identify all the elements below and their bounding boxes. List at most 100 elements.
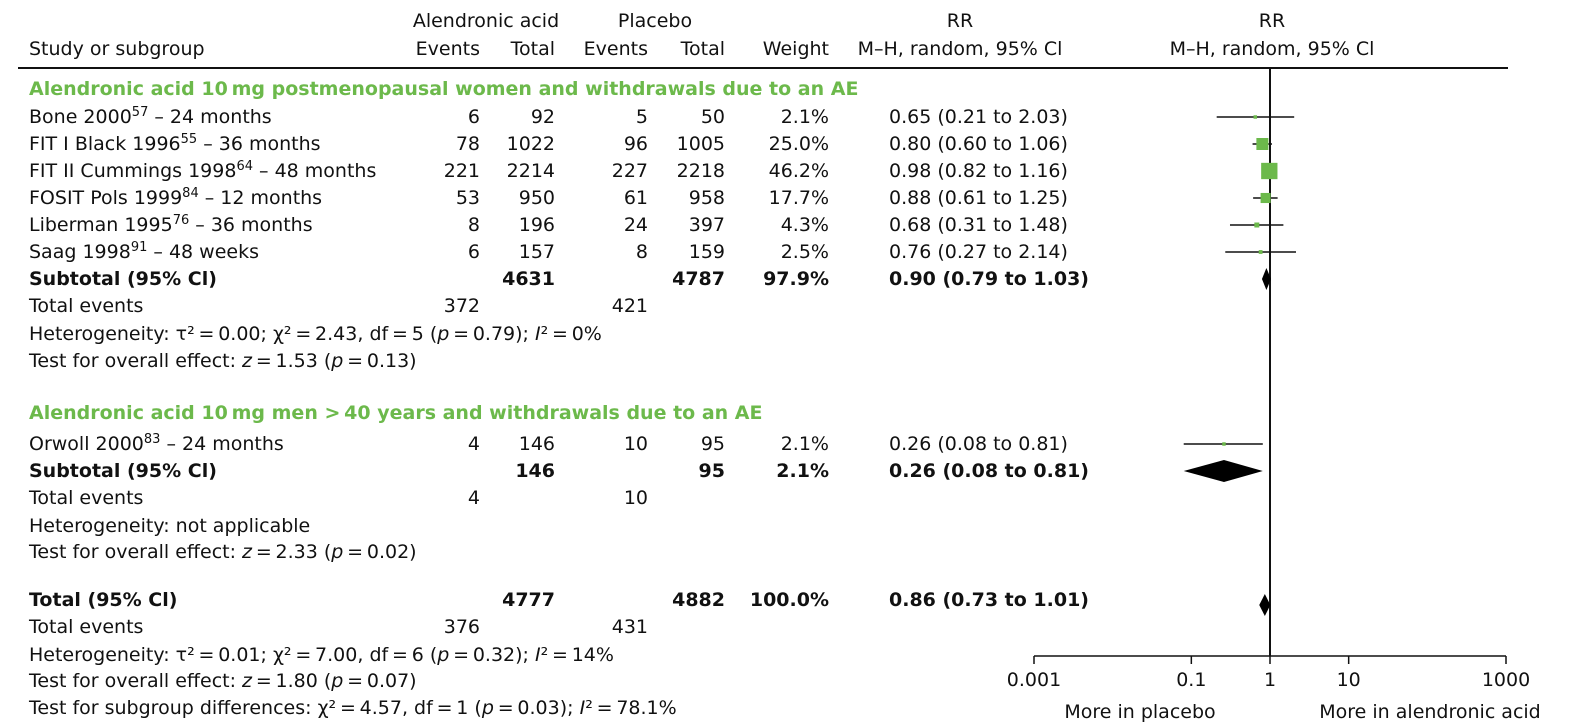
rr-ci: 0.68 (0.31 to 1.48) [889,214,1068,236]
subgroup2-events-placebo: 10 [623,487,648,509]
x-tick-label: 0.001 [1007,669,1061,691]
subgroup1-events-alendronic: 372 [443,295,480,317]
total-events-alendronic: 376 [443,616,480,638]
subtotal2-rr-ci: 0.26 (0.08 to 0.81) [889,460,1089,482]
header-rr-method-table: M–H, random, 95% Cl [857,38,1063,60]
study-name: FOSIT Pols 199984 – 12 months [29,186,323,209]
subtotal2-weight: 2.1% [776,460,829,482]
total-placebo: 50 [700,106,725,128]
weight: 25.0% [768,133,829,155]
study-name: Orwoll 200083 – 24 months [29,432,284,455]
subgroup2-overall-effect: Test for overall effect: z = 2.33 (p = 0… [29,541,417,563]
header-total1: Total [510,38,555,60]
subtotal1-weight: 97.9% [763,268,829,290]
events-placebo: 24 [623,214,648,236]
events-alendronic: 4 [467,433,480,455]
weight: 17.7% [768,187,829,209]
weight: 46.2% [768,160,829,182]
header-events2: Events [583,38,648,60]
study-weight-square [1222,442,1226,446]
study-weight-square [1253,115,1258,119]
events-placebo: 227 [611,160,648,182]
total-total-alendronic: 4777 [502,589,555,611]
events-placebo: 5 [635,106,648,128]
subgroup1-overall-effect: Test for overall effect: z = 1.53 (p = 0… [29,350,417,372]
subgroup2-events-alendronic: 4 [467,487,480,509]
subtotal1-total-placebo: 4787 [672,268,725,290]
study-reference: 76 [172,213,190,228]
events-alendronic: 53 [455,187,480,209]
total-weight: 100.0% [749,589,829,611]
header-total2: Total [680,38,725,60]
header-rr-method-plot: M–H, random, 95% Cl [1169,38,1375,60]
pooled-diamond [1259,594,1271,616]
events-alendronic: 221 [443,160,480,182]
total-placebo: 1005 [676,133,725,155]
total-alendronic: 2214 [506,160,555,182]
events-alendronic: 6 [467,106,480,128]
x-tick-label: 0.1 [1176,669,1206,691]
study-reference: 55 [180,132,198,147]
x-tick-label: 1000 [1482,669,1530,691]
total-label: Total (95% Cl) [29,589,178,611]
total-placebo: 958 [688,187,725,209]
total-placebo: 159 [688,241,725,263]
right-direction-label: More in alendronic acid [1319,701,1540,723]
header-weight: Weight [762,38,829,60]
subgroup1-title: Alendronic acid 10 mg postmenopausal wom… [29,78,859,100]
weight: 2.1% [780,106,829,128]
subtotal1-label: Subtotal (95% Cl) [29,268,217,290]
subtotal2-total-alendronic: 146 [515,460,555,482]
header-rr-plot: RR [1258,10,1286,32]
header-rr-table: RR [946,10,974,32]
study-reference: 91 [130,240,148,255]
rr-ci: 0.76 (0.27 to 2.14) [889,241,1068,263]
pooled-diamond [1261,268,1272,290]
total-placebo: 2218 [676,160,725,182]
header-group2: Placebo [617,10,693,32]
weight: 2.5% [780,241,829,263]
total-alendronic: 1022 [506,133,555,155]
study-name: FIT II Cummings 199864 – 48 months [29,159,377,182]
total-events-label: Total events [29,616,144,638]
events-alendronic: 8 [467,214,480,236]
events-alendronic: 6 [467,241,480,263]
subgroup2-heterogeneity: Heterogeneity: not applicable [29,515,311,537]
study-reference: 57 [131,105,149,120]
subgroup2-events-label: Total events [29,487,144,509]
pooled-diamond [1183,460,1263,482]
total-heterogeneity: Heterogeneity: τ² = 0.01; χ² = 7.00, df … [29,644,614,666]
study-name: Liberman 199576 – 36 months [29,213,313,236]
total-total-placebo: 4882 [672,589,725,611]
study-reference: 83 [143,432,161,447]
study-name: Saag 199891 – 48 weeks [29,240,259,263]
subgroup-differences: Test for subgroup differences: χ² = 4.57… [29,697,677,719]
study-weight-square [1256,138,1269,150]
subtotal2-total-placebo: 95 [698,460,725,482]
study-weight-square [1260,192,1271,204]
header-rule [18,67,1508,69]
total-placebo: 95 [700,433,725,455]
total-alendronic: 146 [518,433,555,455]
total-rr-ci: 0.86 (0.73 to 1.01) [889,589,1089,611]
header-events1: Events [415,38,480,60]
total-alendronic: 196 [518,214,555,236]
subgroup1-events-label: Total events [29,295,144,317]
total-alendronic: 92 [530,106,555,128]
total-alendronic: 157 [518,241,555,263]
study-weight-square [1254,222,1260,228]
study-name: FIT I Black 199655 – 36 months [29,132,321,155]
rr-ci: 0.88 (0.61 to 1.25) [889,187,1068,209]
weight: 4.3% [780,214,829,236]
events-alendronic: 78 [455,133,480,155]
events-placebo: 10 [623,433,648,455]
rr-ci: 0.98 (0.82 to 1.16) [889,160,1068,182]
events-placebo: 8 [635,241,648,263]
rr-ci: 0.65 (0.21 to 2.03) [889,106,1068,128]
rr-ci: 0.80 (0.60 to 1.06) [889,133,1068,155]
weight: 2.1% [780,433,829,455]
subgroup2-title: Alendronic acid 10 mg men > 40 years and… [29,402,763,424]
header-group1: Alendronic acid [412,10,560,32]
events-placebo: 96 [623,133,648,155]
